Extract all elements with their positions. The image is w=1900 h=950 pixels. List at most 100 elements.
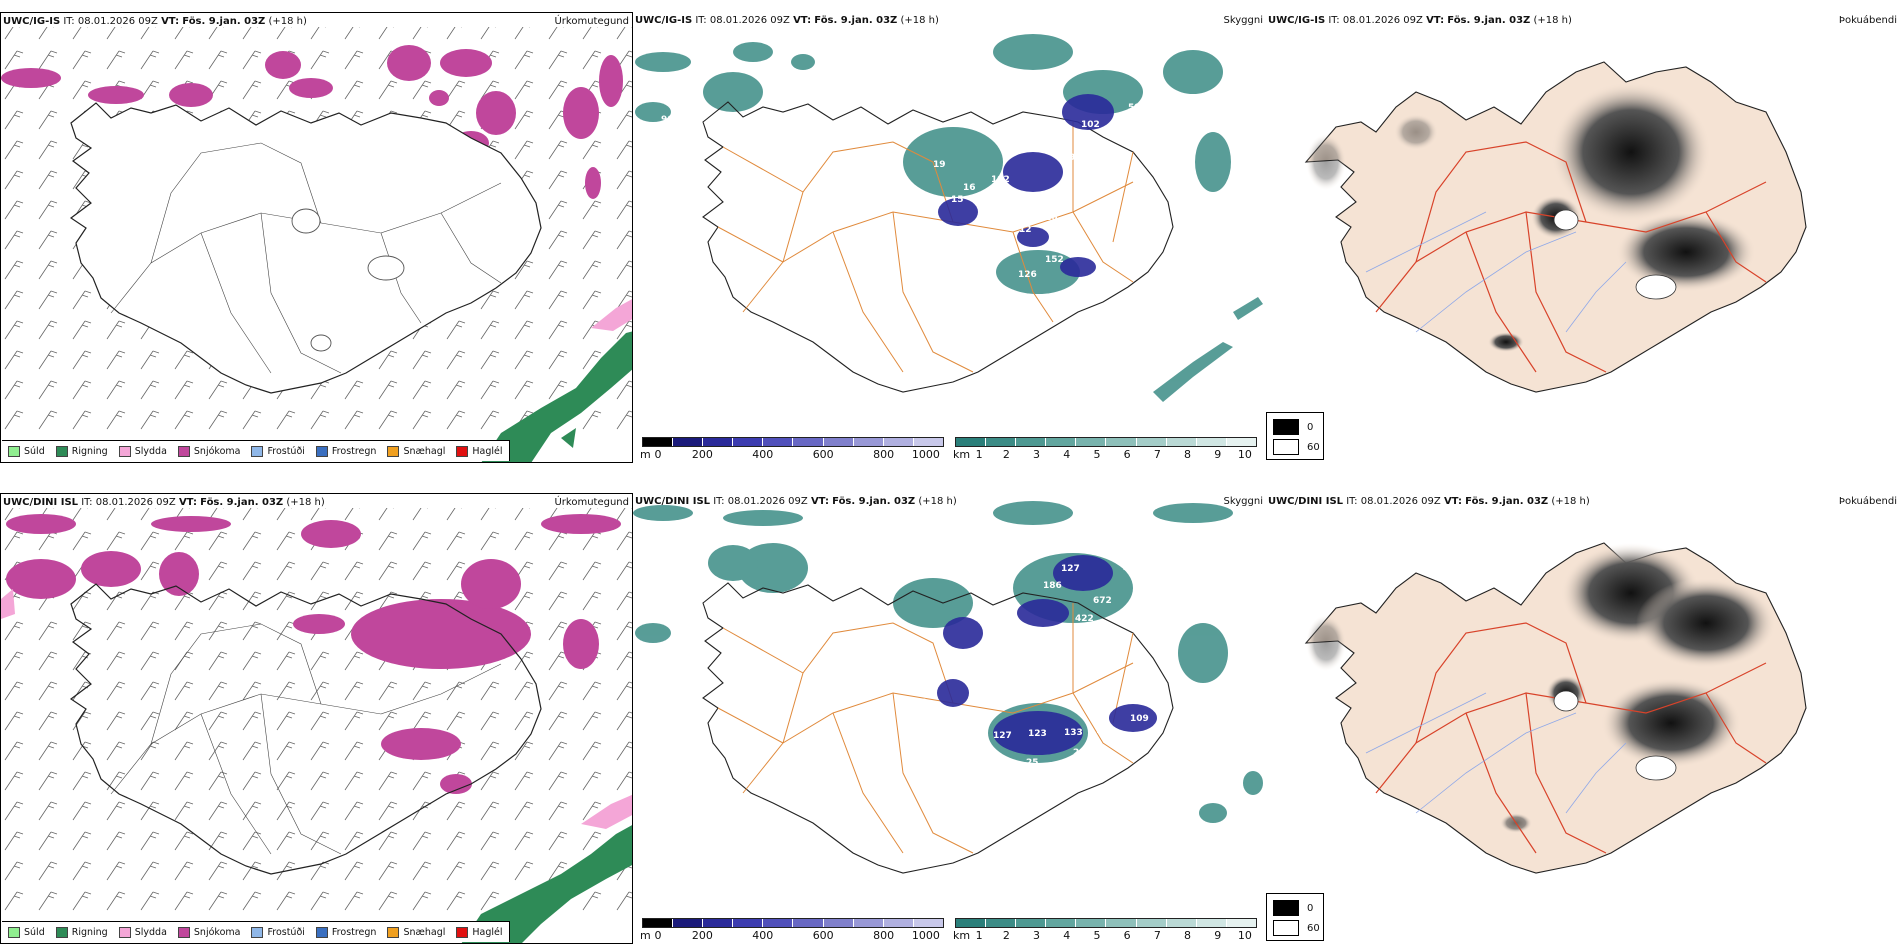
fog-shading: [1306, 543, 1776, 833]
colorbar-swatch: [913, 919, 943, 927]
colorbar-tick: 5: [1093, 929, 1101, 942]
legend-item: Slydda: [118, 926, 167, 938]
colorbar-swatch: [913, 438, 943, 446]
legend-swatch: [251, 445, 264, 457]
legend-item: Rigning: [55, 445, 108, 457]
vis-label: 133: [1064, 728, 1083, 738]
colorbar-tick: 8: [1184, 448, 1192, 461]
fog-swatch-light: [1273, 439, 1299, 455]
road-network: [717, 603, 1134, 854]
legend-swatch: [456, 445, 469, 457]
colorbar-tick: 3: [1033, 929, 1041, 942]
vis-label: 467: [1123, 564, 1142, 574]
colorbar-swatch: [986, 919, 1017, 927]
vis-label: 13: [1118, 265, 1131, 275]
vis-label: 127: [993, 731, 1012, 741]
colorbar-tick: 2: [1002, 448, 1010, 461]
colorbar-tick: 200: [691, 448, 713, 461]
colorbar-swatch: [1226, 438, 1256, 446]
colorbar-swatch: [703, 919, 734, 927]
legend-swatch: [55, 926, 68, 938]
colorbar-swatch: [643, 438, 674, 446]
vis-label: 152: [1045, 255, 1064, 265]
vis-label: 103: [1096, 726, 1115, 736]
colorbar-swatch: [853, 438, 884, 446]
colorbar-swatch: [1226, 919, 1256, 927]
colorbar-swatch: [643, 919, 674, 927]
panel-title: Úrkomutegund: [554, 497, 629, 508]
colorbar-tick: 9: [1214, 929, 1222, 942]
legend-swatch: [177, 445, 190, 457]
fog-legend-row1: 0 60: [1266, 412, 1324, 460]
vis-label: 97: [1069, 153, 1082, 163]
vis-label: 99: [915, 698, 928, 708]
colorbar-tick: 4: [1063, 448, 1071, 461]
ceiling-colorbar: m 0 200 400 600 800 1000: [640, 437, 944, 461]
vis-label: 595: [1128, 103, 1147, 113]
panel-title: Úrkomutegund: [554, 16, 629, 27]
precip-panel-row2: UWC/DINI ISL IT: 08.01.2026 09Z VT: Fös.…: [0, 493, 633, 944]
river-network: [1365, 211, 1627, 333]
panel-title: Skyggni: [1223, 15, 1263, 26]
panel-header: UWC/DINI ISL IT: 08.01.2026 09Z VT: Fös.…: [635, 496, 957, 507]
colorbar-tick: 1: [975, 448, 983, 461]
colorbar-tick: 0: [654, 929, 662, 942]
fog-panel-row1: UWC/IG-IS IT: 08.01.2026 09Z VT: Fös. 9.…: [1266, 12, 1900, 463]
precip-legend: Súld Rigning Slydda Snjókoma Frostúði Fr…: [2, 440, 510, 461]
visibility-panel-row2: 127 467 186 672 422 138 99 127 123 133 1…: [633, 493, 1266, 944]
colorbar-swatch: [1196, 919, 1227, 927]
fog-map-row1: [1304, 61, 1807, 393]
colorbar-tick: 800: [873, 448, 895, 461]
vis-label: 78: [1098, 163, 1111, 173]
legend-item: Haglél: [456, 926, 503, 938]
colorbar-swatch: [733, 919, 764, 927]
colorbar-swatch: [1136, 919, 1167, 927]
fog-swatch-dark: [1273, 419, 1299, 435]
fog-swatch-light: [1273, 920, 1299, 936]
vis-label: 20: [1073, 748, 1086, 758]
legend-item: Frostregn: [315, 445, 376, 457]
road-network: [1375, 622, 1767, 854]
colorbar-tick: 10: [1237, 448, 1252, 461]
fog-map-row2: [1304, 542, 1807, 874]
panel-header: UWC/IG-IS IT: 08.01.2026 09Z VT: Fös. 9.…: [1268, 15, 1572, 26]
colorbar-swatch: [793, 438, 824, 446]
river-network: [1365, 692, 1627, 814]
colorbar-unit: m: [640, 448, 651, 461]
colorbar-tick: 0: [654, 448, 662, 461]
colorbar-tick: 800: [873, 929, 895, 942]
colorbar-tick: 7: [1153, 929, 1161, 942]
colorbar-swatch: [1196, 438, 1227, 446]
colorbar-swatch: [1136, 438, 1167, 446]
precip-legend: Súld Rigning Slydda Snjókoma Frostúði Fr…: [2, 921, 510, 942]
iceland-outline: [69, 583, 542, 875]
colorbar-swatch: [673, 438, 704, 446]
visibility-value-labels: 127 467 186 672 422 138 99 127 123 133 1…: [915, 564, 1149, 768]
colorbar-swatch: [1076, 919, 1107, 927]
colorbar-swatch: [733, 438, 764, 446]
visibility-map-row1: 90 102 595 192 19 16 15 39 97 78 16 12 1…: [635, 34, 1263, 402]
vis-label: 140: [1093, 280, 1112, 290]
legend-swatch: [177, 926, 190, 938]
colorbar-tick: 6: [1123, 929, 1131, 942]
vis-label: 422: [1075, 614, 1094, 624]
legend-swatch: [456, 926, 469, 938]
colorbar-tick: 1000: [911, 448, 940, 461]
legend-swatch: [8, 926, 20, 938]
legend-swatch: [251, 926, 264, 938]
colorbar-swatch: [1046, 438, 1077, 446]
colorbar-swatch: [956, 438, 987, 446]
colorbar-swatch: [793, 919, 824, 927]
vis-label: 102: [1081, 120, 1100, 130]
colorbar-tick: 5: [1093, 448, 1101, 461]
vis-label: 39: [975, 195, 988, 205]
colorbar-swatch: [703, 438, 734, 446]
legend-item: Snæhagl: [387, 445, 445, 457]
colorbar-swatch: [956, 919, 987, 927]
precip-panel-row1: UWC/IG-IS IT: 08.01.2026 09Z VT: Fös. 9.…: [0, 12, 633, 463]
colorbar-swatch: [1076, 438, 1107, 446]
rain-areas: [1, 589, 632, 943]
colorbar-swatch: [1016, 919, 1047, 927]
legend-item: Slydda: [118, 445, 167, 457]
colorbar-unit: m: [640, 929, 651, 942]
